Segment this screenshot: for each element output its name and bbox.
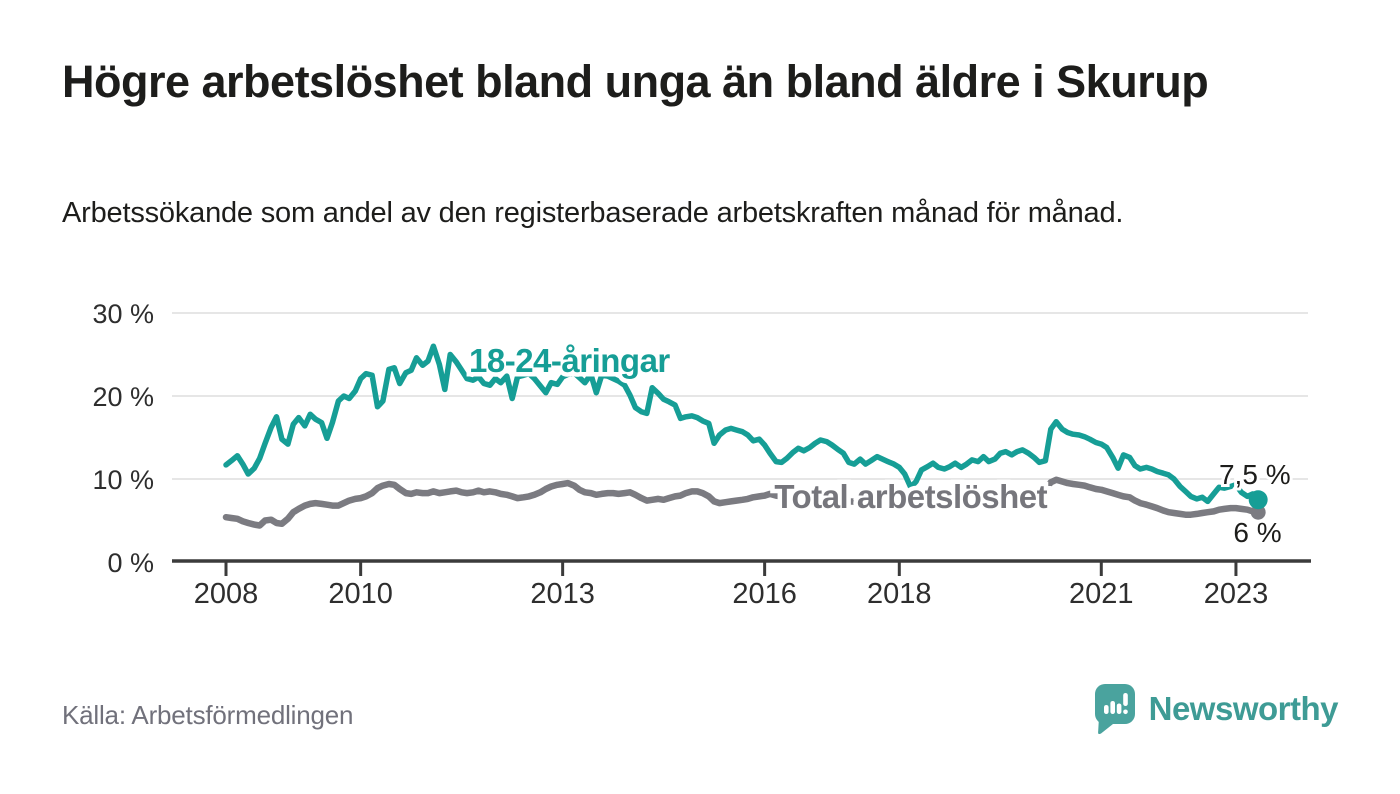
x-axis-tick-label: 2016 — [732, 578, 797, 610]
series-line-18-24-ringar — [223, 343, 1261, 505]
page-subtitle: Arbetssökande som andel av den registerb… — [62, 197, 1124, 229]
newsworthy-wordmark: Newsworthy — [1148, 690, 1339, 727]
series-label: Total arbetslöshet — [774, 478, 1047, 515]
x-axis-tick-label: 2010 — [328, 578, 393, 610]
y-axis-tick-label: 0 % — [107, 548, 154, 578]
series-end-dot — [1248, 490, 1268, 510]
newsworthy-speech-bubble-chart-icon — [1094, 684, 1135, 734]
y-axis-tick-label: 20 % — [92, 382, 154, 412]
series-label: 18-24-åringar — [469, 342, 670, 379]
series-line-total-arbetsl-shet — [222, 476, 1262, 529]
y-axis-tick-label: 30 % — [92, 299, 154, 329]
x-axis-tick-label: 2008 — [194, 578, 259, 610]
x-axis-tick-label: 2018 — [867, 578, 932, 610]
x-axis-tick-label: 2023 — [1204, 578, 1269, 610]
newsworthy-logo: Newsworthy — [1094, 684, 1339, 734]
source-note: Källa: Arbetsförmedlingen — [62, 700, 354, 730]
page-title: Högre arbetslöshet bland unga än bland ä… — [62, 56, 1209, 107]
end-value-label: 6 % — [1233, 517, 1281, 548]
end-value-label: 7,5 % — [1219, 459, 1291, 490]
x-axis-tick-label: 2021 — [1069, 578, 1134, 610]
y-axis-tick-label: 10 % — [92, 465, 154, 495]
x-axis-tick-label: 2013 — [530, 578, 595, 610]
